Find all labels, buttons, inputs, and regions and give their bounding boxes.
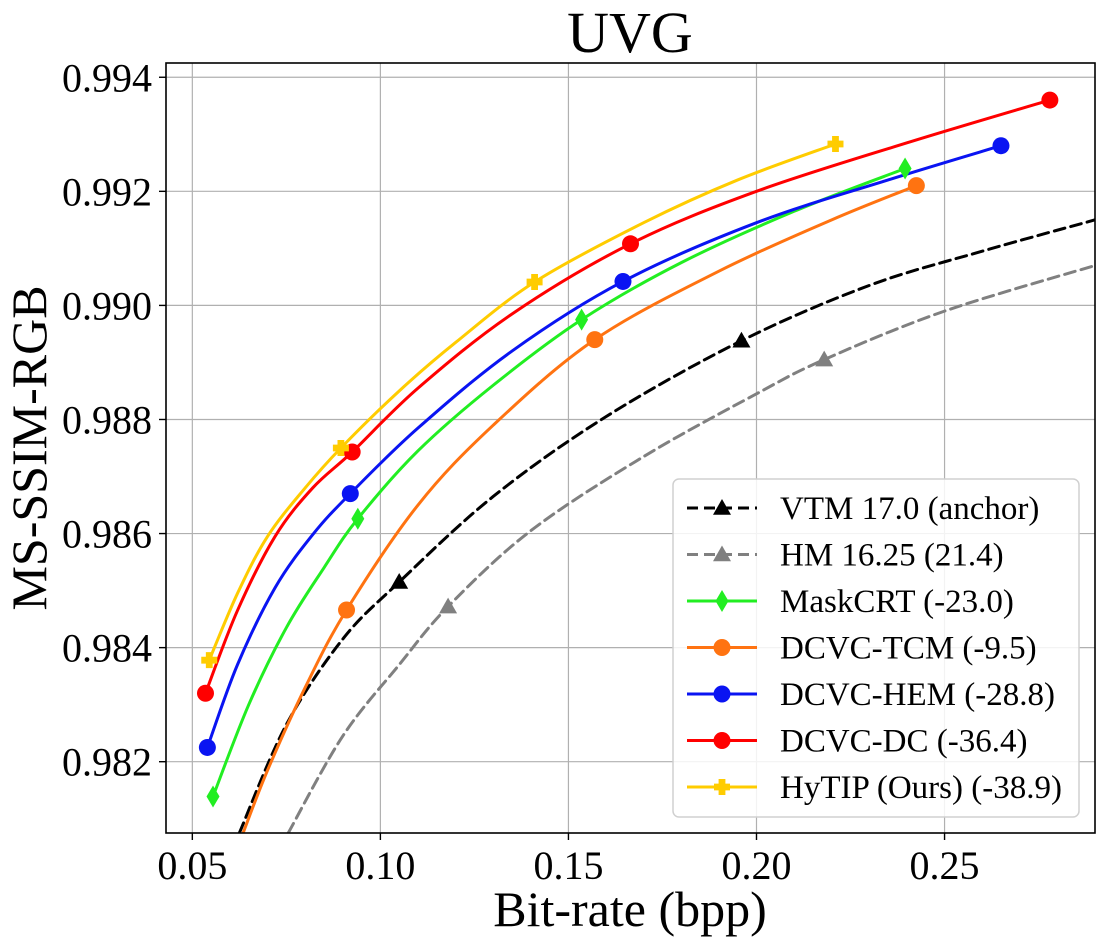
legend-label-vtm-17-0-anchor: VTM 17.0 (anchor)	[780, 491, 1039, 527]
y-tick-label: 0.988	[62, 397, 152, 442]
legend-label-hm-16-25-21-4: HM 16.25 (21.4)	[780, 538, 1004, 574]
y-tick-label: 0.984	[62, 626, 152, 671]
data-point-maskcrt-23-0	[206, 785, 220, 808]
data-point-dcvc-hem-28-8	[614, 272, 632, 290]
legend-marker-hm-16-25-21-4	[713, 545, 731, 562]
series-line-maskcrt-23-0	[211, 167, 907, 798]
data-point-hytip-ours-38-9	[526, 274, 543, 291]
data-point-dcvc-hem-28-8	[198, 738, 216, 756]
x-tick-label: 0.15	[533, 843, 603, 888]
axis-ticks: 0.05 0.10 0.15 0.20 0.25 0.982 0.984 0.986 0.988…	[62, 55, 980, 888]
legend-marker-dcvc-tcm-9-5	[713, 639, 731, 656]
data-point-dcvc-dc-36-4	[196, 684, 214, 702]
data-point-maskcrt-23-0	[575, 308, 589, 331]
y-axis-title: MS-SSIM-RGB	[1, 285, 57, 610]
series-curves	[203, 98, 1095, 833]
data-point-dcvc-hem-28-8	[992, 137, 1010, 155]
series-line-dcvc-dc-36-4	[203, 98, 1052, 695]
series-line-dcvc-hem-28-8	[205, 144, 1003, 749]
y-tick-label: 0.986	[62, 512, 152, 557]
x-tick-label: 0.25	[910, 843, 980, 888]
legend-label-hytip-ours-38-9: HyTIP (Ours) (-38.9)	[780, 770, 1062, 806]
x-tick-label: 0.20	[721, 843, 791, 888]
series-line-hm-16-25-21-4	[286, 263, 1095, 833]
legend-marker-hytip-ours-38-9	[714, 779, 730, 795]
series-line-dcvc-tcm-9-5	[241, 184, 918, 833]
legend-label-dcvc-hem-28-8: DCVC-HEM (-28.8)	[780, 677, 1055, 713]
legend-label-dcvc-dc-36-4: DCVC-DC (-36.4)	[780, 724, 1027, 760]
legend-marker-vtm-17-0-anchor	[713, 499, 731, 515]
y-tick-label: 0.982	[62, 740, 152, 785]
x-axis-title: Bit-rate (bpp)	[493, 881, 767, 937]
data-point-hm-16-25-21-4	[439, 597, 458, 614]
data-point-dcvc-hem-28-8	[341, 485, 359, 503]
data-point-dcvc-tcm-9-5	[586, 331, 604, 349]
data-point-maskcrt-23-0	[351, 507, 365, 530]
x-tick-label: 0.10	[345, 843, 415, 888]
chart-title: UVG	[567, 0, 693, 65]
legend-label-maskcrt-23-0: MaskCRT (-23.0)	[780, 584, 1014, 620]
data-point-hm-16-25-21-4	[815, 350, 834, 367]
legend-box	[672, 478, 1080, 818]
data-point-hytip-ours-38-9	[332, 440, 349, 456]
data-point-dcvc-dc-36-4	[1041, 91, 1059, 109]
legend-label-dcvc-tcm-9-5: DCVC-TCM (-9.5)	[780, 631, 1037, 667]
data-point-dcvc-tcm-9-5	[907, 177, 925, 195]
data-point-maskcrt-23-0	[898, 157, 912, 180]
legend: VTM 17.0 (anchor) HM 16.25 (21.4) MaskCRT …	[672, 478, 1080, 818]
plot-frame	[165, 62, 1096, 834]
series-line-vtm-17-0-anchor	[237, 218, 1095, 833]
y-tick-label: 0.990	[62, 283, 152, 328]
legend-marker-maskcrt-23-0	[715, 590, 729, 612]
series-line-hytip-ours-38-9	[207, 142, 837, 662]
data-point-vtm-17-0-anchor	[732, 331, 751, 348]
grid	[166, 63, 1095, 833]
legend-marker-dcvc-hem-28-8	[713, 685, 731, 703]
y-tick-label: 0.994	[62, 55, 152, 100]
data-point-vtm-17-0-anchor	[390, 573, 409, 589]
data-point-dcvc-tcm-9-5	[338, 601, 356, 619]
data-point-dcvc-dc-36-4	[622, 235, 639, 253]
series-markers	[196, 91, 1059, 808]
x-tick-label: 0.05	[157, 843, 227, 888]
data-point-hytip-ours-38-9	[827, 135, 844, 152]
data-point-hytip-ours-38-9	[201, 652, 218, 669]
legend-marker-dcvc-dc-36-4	[713, 732, 731, 749]
y-tick-label: 0.992	[62, 169, 152, 214]
